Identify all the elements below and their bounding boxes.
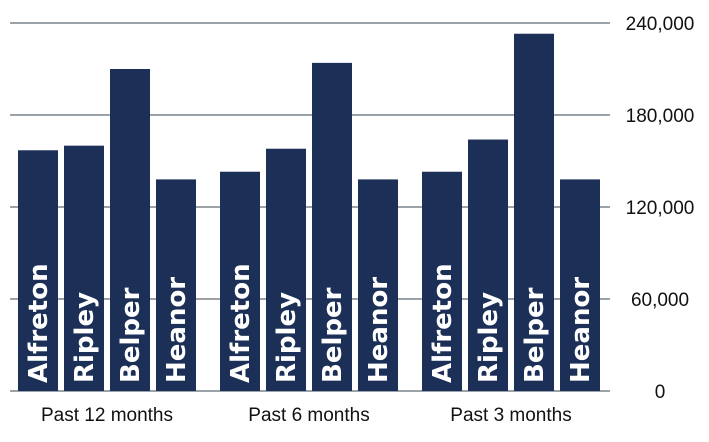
bar-category-label: Belper	[116, 287, 146, 383]
bar-category-label: Ripley	[272, 292, 302, 383]
bar	[266, 148, 306, 391]
bar-category-label: Belper	[318, 287, 348, 383]
bar	[468, 139, 508, 391]
group-label: Past 6 months	[248, 405, 369, 426]
y-tick-label: 60,000	[631, 290, 689, 311]
bar-category-label: Alfreton	[24, 263, 54, 383]
bar	[358, 179, 398, 391]
bar	[312, 62, 352, 391]
bar	[64, 145, 104, 391]
bar	[514, 33, 554, 391]
bar-category-label: Alfreton	[428, 263, 458, 383]
bar-category-label: Alfreton	[226, 263, 256, 383]
bar-category-label: Ripley	[70, 292, 100, 383]
y-tick-label: 240,000	[626, 14, 695, 35]
bar	[422, 171, 462, 391]
y-axis-ticks: 0 60,000 120,000 180,000 240,000	[626, 14, 695, 403]
y-tick-label: 0	[655, 382, 666, 403]
bar-category-label: Heanor	[566, 277, 596, 383]
group-label: Past 3 months	[450, 405, 571, 426]
bar-category-label: Ripley	[474, 292, 504, 383]
bar	[156, 179, 196, 391]
bars: Alfreton Ripley Belper Heanor Alfreton Ripley…	[18, 33, 600, 391]
y-tick-label: 120,000	[626, 198, 695, 219]
y-tick-label: 180,000	[626, 106, 695, 127]
bar	[560, 179, 600, 391]
group-label: Past 12 months	[41, 405, 173, 426]
bar-category-label: Belper	[520, 287, 550, 383]
group-labels: Past 12 months Past 6 months Past 3 months	[41, 405, 572, 426]
bar	[18, 150, 58, 391]
bar-category-label: Heanor	[364, 277, 394, 383]
bar-category-label: Heanor	[162, 277, 192, 383]
bar	[110, 69, 150, 391]
bar	[220, 171, 260, 391]
